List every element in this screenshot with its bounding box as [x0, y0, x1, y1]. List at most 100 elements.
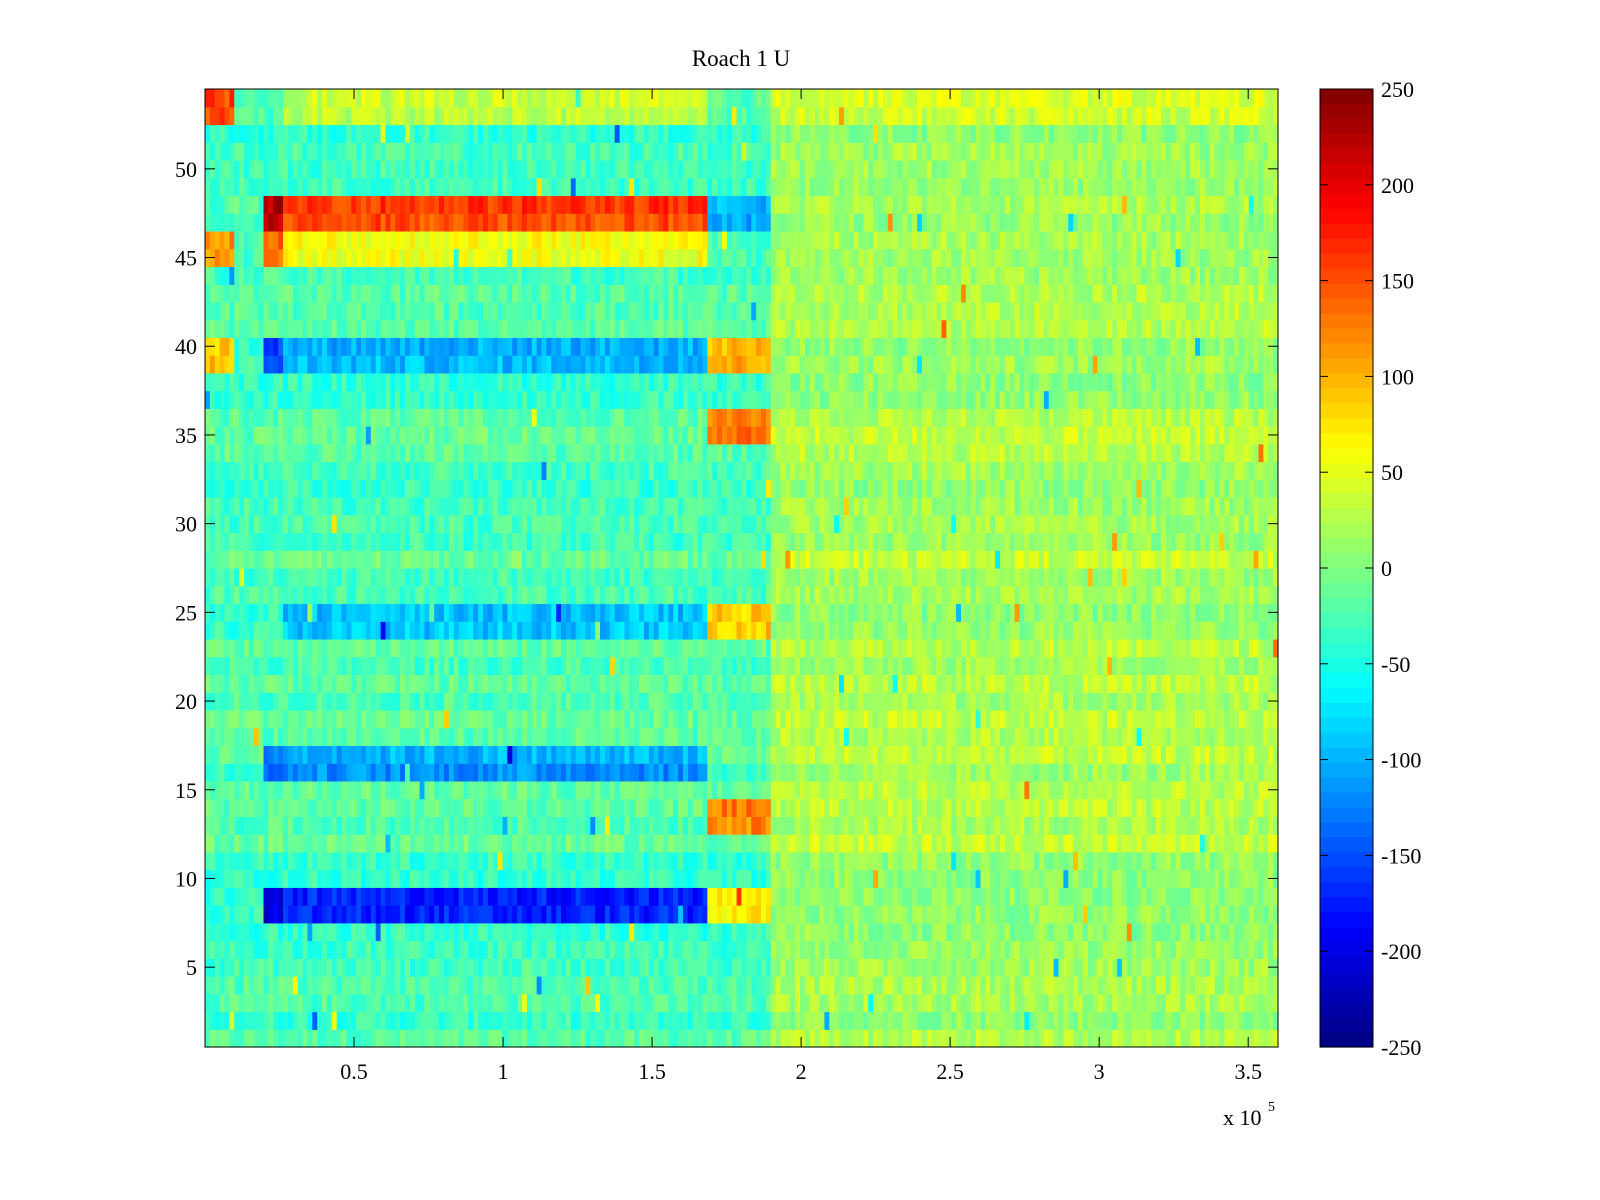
heatmap-cell: [561, 656, 567, 676]
heatmap-cell: [370, 834, 377, 853]
heatmap-cell: [897, 763, 904, 782]
heatmap-cell: [653, 905, 660, 924]
heatmap-cell: [1268, 834, 1274, 853]
heatmap-cell: [1141, 709, 1147, 729]
heatmap-cell: [322, 851, 328, 871]
heatmap-cell: [731, 638, 738, 658]
heatmap-cell: [951, 692, 957, 711]
heatmap-cell: [678, 869, 684, 888]
heatmap-cell: [1160, 993, 1167, 1013]
heatmap-cell: [1224, 851, 1230, 871]
heatmap-cell: [239, 905, 245, 924]
heatmap-cell: [756, 1011, 762, 1030]
heatmap-cell: [707, 834, 713, 853]
heatmap-cell: [1087, 940, 1094, 959]
heatmap-cell: [253, 1029, 260, 1048]
heatmap-cell: [439, 638, 445, 658]
heatmap-cell: [458, 887, 465, 906]
heatmap-cell: [1229, 674, 1235, 693]
heatmap-cell: [829, 656, 835, 676]
heatmap-cell: [1214, 692, 1221, 711]
heatmap-cell: [570, 709, 577, 729]
heatmap-cell: [834, 656, 840, 676]
heatmap-cell: [463, 976, 469, 995]
heatmap-cell: [356, 816, 362, 835]
heatmap-cell: [395, 727, 401, 747]
heatmap-cell: [551, 798, 557, 817]
heatmap-cell: [1102, 834, 1108, 853]
heatmap-cell: [707, 887, 713, 906]
heatmap-cell: [926, 674, 933, 693]
heatmap-cell: [205, 638, 211, 658]
heatmap-cell: [609, 763, 616, 782]
heatmap-cell: [434, 674, 440, 693]
heatmap-cell: [639, 780, 645, 800]
heatmap-cell: [624, 656, 630, 676]
heatmap-cell: [1004, 976, 1011, 995]
heatmap-cell: [1112, 798, 1118, 817]
heatmap-cell: [219, 851, 226, 871]
heatmap-cell: [1131, 940, 1138, 959]
heatmap-cell: [1170, 709, 1177, 729]
heatmap-cell: [341, 834, 348, 853]
heatmap-cell: [307, 869, 313, 888]
heatmap-cell: [443, 656, 450, 676]
heatmap-cell: [1165, 709, 1172, 729]
heatmap-cell: [526, 1011, 533, 1030]
heatmap-cell: [619, 834, 626, 853]
heatmap-cell: [517, 993, 523, 1013]
heatmap-cell: [361, 869, 367, 888]
heatmap-cell: [356, 780, 362, 800]
heatmap-cell: [385, 638, 391, 658]
heatmap-cell: [648, 869, 655, 888]
heatmap-cell: [575, 780, 582, 800]
heatmap-cell: [931, 745, 938, 764]
heatmap-cell: [731, 745, 738, 764]
heatmap-cell: [224, 869, 230, 888]
heatmap-cell: [600, 869, 606, 888]
heatmap-cell: [731, 905, 738, 924]
heatmap-cell: [253, 780, 260, 800]
heatmap-cell: [770, 976, 777, 995]
heatmap-cell: [687, 656, 694, 676]
heatmap-cell: [229, 763, 235, 782]
heatmap-cell: [1078, 798, 1084, 817]
heatmap-cell: [1048, 958, 1055, 977]
heatmap-cell: [629, 798, 635, 817]
heatmap-cell: [302, 922, 309, 942]
heatmap-cell: [595, 905, 601, 924]
heatmap-cell: [658, 798, 665, 817]
heatmap-cell: [248, 798, 255, 817]
heatmap-cell: [951, 656, 957, 676]
heatmap-cell: [292, 1029, 299, 1048]
heatmap-cell: [375, 869, 382, 888]
heatmap-cell: [843, 993, 850, 1013]
heatmap-cell: [253, 816, 260, 835]
heatmap-cell: [648, 940, 655, 959]
heatmap-cell: [1029, 745, 1035, 764]
heatmap-cell: [731, 993, 738, 1013]
heatmap-cell: [882, 922, 889, 942]
heatmap-cell: [404, 709, 411, 729]
heatmap-cell: [1180, 976, 1186, 995]
heatmap-cell: [473, 887, 479, 906]
heatmap-cell: [365, 851, 372, 871]
heatmap-cell: [1248, 656, 1255, 676]
heatmap-cell: [483, 656, 489, 676]
heatmap-cell: [1136, 763, 1143, 782]
heatmap-cell: [1273, 727, 1279, 747]
heatmap-cell: [878, 780, 884, 800]
heatmap-cell: [229, 887, 235, 906]
heatmap-cell: [380, 834, 387, 853]
heatmap-cell: [1034, 869, 1040, 888]
heatmap-cell: [361, 993, 367, 1013]
heatmap-cell: [917, 1029, 923, 1048]
heatmap-cell: [1141, 816, 1147, 835]
heatmap-cell: [765, 798, 772, 817]
heatmap-cell: [443, 674, 450, 693]
heatmap-cell: [687, 993, 694, 1013]
heatmap-cell: [463, 638, 469, 658]
heatmap-cell: [1034, 727, 1040, 747]
heatmap-cell: [868, 1011, 874, 1030]
heatmap-cell: [912, 834, 918, 853]
